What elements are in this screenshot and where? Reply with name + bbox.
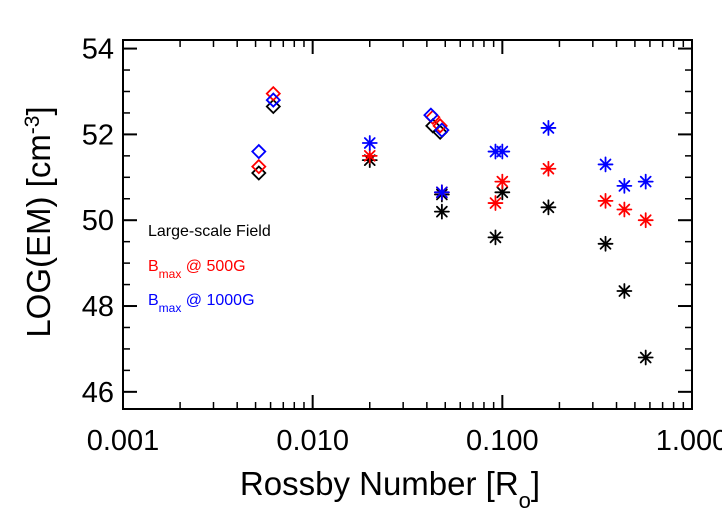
data-point-diamond [434,122,450,138]
data-point-asterisk [637,212,654,229]
data-point-asterisk [616,177,633,194]
data-point-asterisk [494,173,511,190]
data-point-asterisk [361,135,378,151]
data-point-diamond [251,165,267,181]
legend-entry: Bmax @ 1000G [148,292,255,315]
data-point-asterisk [637,349,654,366]
plot-frame [122,39,693,410]
data-point-asterisk [597,156,614,173]
data-point-diamond [251,143,267,160]
data-point-diamond [423,107,439,123]
y-tick-label: 46 [82,377,114,409]
data-point-asterisk [597,193,614,209]
y-tick-label: 54 [82,34,114,66]
data-point-diamond [265,92,282,108]
x-tick-label: 0.100 [466,425,539,457]
data-point-asterisk [540,120,557,136]
data-point-asterisk [487,229,504,246]
data-point-asterisk [433,203,450,220]
data-point-diamond [265,85,282,102]
legend-entry: Large-scale Field [148,223,271,240]
x-tick-label: 0.001 [87,425,160,457]
x-axis-title: Rossby Number [Ro] [240,465,540,513]
y-tick-label: 50 [82,205,114,237]
data-point-asterisk [487,195,504,211]
legend-entry: Bmax @ 500G [148,258,246,281]
data-point-asterisk [540,199,557,216]
data-point-diamond [265,98,282,115]
x-tick-label: 1.000 [656,425,722,457]
data-point-asterisk [433,184,450,201]
data-point-asterisk [361,147,378,164]
data-point-asterisk [494,143,511,160]
y-axis-title: LOG(EM) [cm-3] [20,106,57,337]
data-point-asterisk [616,201,633,218]
data-point-diamond [432,118,448,134]
y-tick-label: 52 [82,119,114,151]
data-point-asterisk [540,160,557,177]
data-point-asterisk [597,235,614,252]
y-tick-label: 48 [82,291,114,323]
x-tick-label: 0.010 [276,425,349,457]
data-point-diamond [251,158,267,175]
data-point-asterisk [637,173,654,190]
data-point-asterisk [616,283,633,299]
